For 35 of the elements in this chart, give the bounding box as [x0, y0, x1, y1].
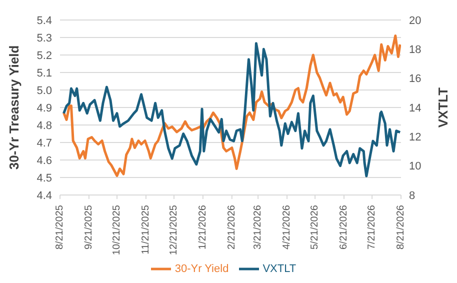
y-tick-label: 4.5	[36, 172, 52, 184]
y-tick-label: 4.4	[36, 190, 52, 202]
x-tick-label: 5/21/2026	[310, 204, 321, 250]
x-tick-label: 9/21/2025	[83, 204, 94, 250]
y2-tick-label: 20	[409, 14, 422, 27]
y-axis-title: 30-Yr Treasury Yield	[6, 45, 22, 170]
y-tick-label: 5.4	[36, 14, 52, 27]
x-tick-label: 8/21/2025	[54, 204, 66, 250]
x-tick-label: 2/21/2026	[226, 204, 238, 250]
y2-tick-label: 16	[409, 73, 422, 86]
x-tick-label: 3/21/2026	[252, 204, 264, 250]
y2-tick-label: 8	[409, 190, 416, 202]
y-tick-label: 4.9	[36, 102, 52, 114]
x-tick-label: 12/21/2025	[168, 204, 180, 256]
x-tick-label: 11/21/2025	[140, 204, 152, 254]
x-tick-label: 1/21/2026	[197, 204, 208, 250]
y2-tick-label: 10	[409, 160, 422, 173]
y2-axis-title: VXTLT	[436, 87, 451, 128]
y2-tick-label: 12	[409, 132, 422, 144]
y-tick-label: 4.8	[36, 120, 52, 132]
y-tick-label: 5.0	[36, 84, 52, 97]
y2-tick-label: 14	[409, 102, 422, 114]
x-tick-label: 4/21/2026	[282, 204, 293, 250]
legend-label: 30-Yr Yield	[174, 262, 229, 275]
x-tick-label: 10/21/2025	[111, 204, 122, 256]
y-tick-label: 5.2	[36, 50, 52, 62]
y-tick-label: 5.3	[36, 32, 52, 44]
y-tick-label: 4.6	[36, 154, 52, 167]
x-tick-label: 8/21/2026	[396, 204, 406, 250]
legend-label: VXTLT	[262, 262, 296, 275]
y2-tick-label: 18	[409, 44, 422, 56]
x-tick-label: 7/21/2026	[366, 204, 378, 250]
x-tick-label: 6/21/2026	[338, 204, 350, 250]
y-tick-label: 5.1	[36, 67, 52, 80]
y-tick-label: 4.7	[36, 137, 52, 150]
